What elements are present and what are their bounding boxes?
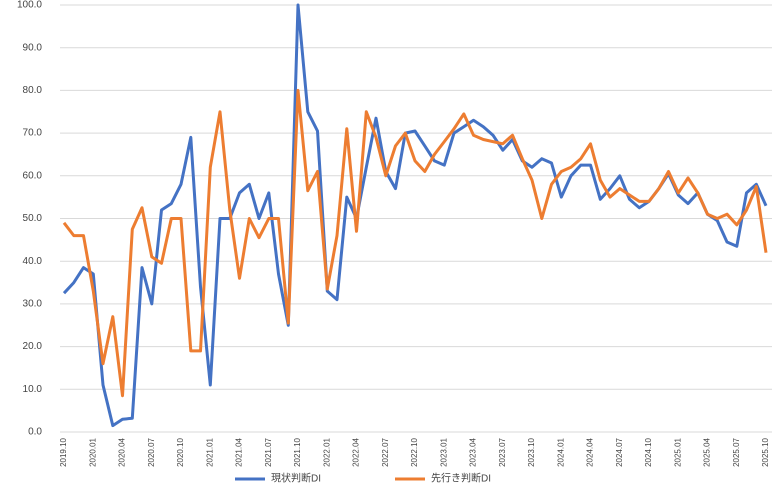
x-tick-label: 2022.01 bbox=[322, 437, 331, 466]
x-tick-label: 2021.10 bbox=[293, 437, 302, 466]
y-tick-label: 30.0 bbox=[23, 299, 43, 310]
x-tick-label: 2021.01 bbox=[205, 437, 214, 466]
y-tick-label: 70.0 bbox=[23, 128, 43, 139]
y-tick-label: 50.0 bbox=[23, 213, 43, 224]
x-tick-label: 2025.07 bbox=[732, 437, 741, 466]
x-tick-label: 2024.04 bbox=[586, 437, 595, 466]
y-tick-label: 80.0 bbox=[23, 85, 43, 96]
x-tick-label: 2023.10 bbox=[527, 437, 536, 466]
series-line bbox=[62, 88, 768, 398]
x-tick-label: 2023.07 bbox=[498, 437, 507, 466]
x-tick-label: 2024.10 bbox=[644, 437, 653, 466]
x-tick-label: 2025.10 bbox=[761, 437, 770, 466]
y-tick-label: 40.0 bbox=[23, 256, 43, 267]
y-tick-label: 10.0 bbox=[23, 384, 43, 395]
x-tick-label: 2022.04 bbox=[352, 437, 361, 466]
series-line bbox=[62, 3, 768, 428]
x-tick-label: 2020.10 bbox=[176, 437, 185, 466]
x-tick-label: 2020.01 bbox=[88, 437, 97, 466]
x-tick-label: 2025.04 bbox=[703, 437, 712, 466]
x-tick-label: 2022.10 bbox=[410, 437, 419, 466]
x-tick-label: 2019.10 bbox=[59, 437, 68, 466]
y-tick-label: 0.0 bbox=[28, 427, 42, 438]
y-tick-label: 20.0 bbox=[23, 341, 43, 352]
x-tick-label: 2021.07 bbox=[264, 437, 273, 466]
legend-label: 先行き判断DI bbox=[431, 472, 491, 485]
x-tick-label: 2023.04 bbox=[469, 437, 478, 466]
x-tick-label: 2024.07 bbox=[615, 437, 624, 466]
x-tick-label: 2020.07 bbox=[147, 437, 156, 466]
y-tick-label: 90.0 bbox=[23, 42, 43, 53]
x-tick-label: 2022.07 bbox=[381, 437, 390, 466]
x-tick-label: 2021.04 bbox=[235, 437, 244, 466]
x-tick-label: 2020.04 bbox=[118, 437, 127, 466]
legend-label: 現状判断DI bbox=[271, 472, 321, 485]
x-tick-label: 2025.01 bbox=[673, 437, 682, 466]
y-tick-label: 100.0 bbox=[17, 0, 42, 11]
x-tick-label: 2024.01 bbox=[556, 437, 565, 466]
x-tick-label: 2023.01 bbox=[439, 437, 448, 466]
y-tick-label: 60.0 bbox=[23, 170, 43, 181]
